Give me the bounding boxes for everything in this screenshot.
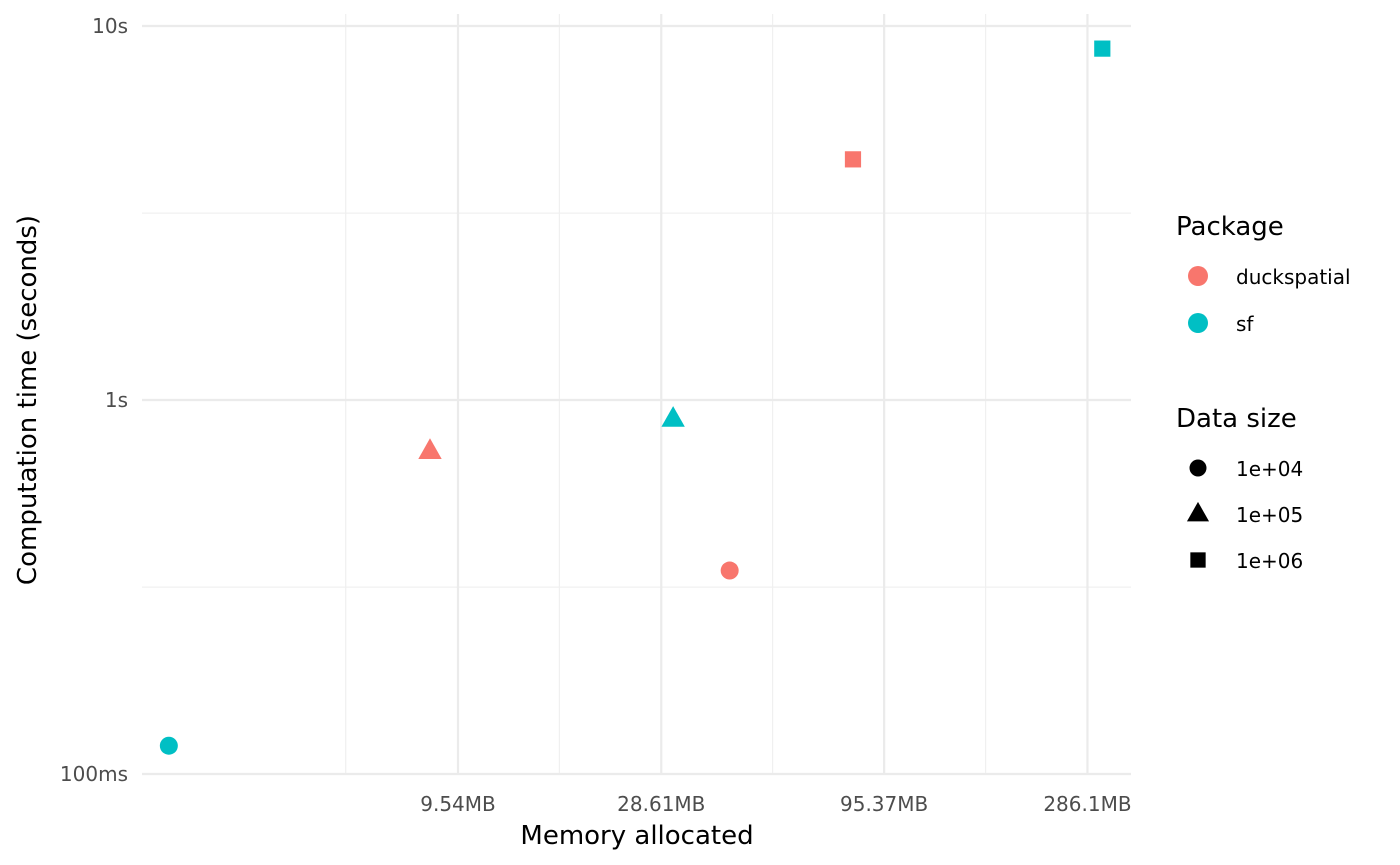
grid bbox=[142, 14, 1131, 776]
legend-color-items: duckspatial sf bbox=[1188, 265, 1351, 336]
y-tick-label: 1s bbox=[105, 388, 128, 412]
x-tick-label: 28.61MB bbox=[617, 792, 705, 816]
data-point-duckspatial-square bbox=[844, 151, 862, 168]
x-tick-label: 95.37MB bbox=[840, 792, 928, 816]
legend-label-circle: 1e+04 bbox=[1236, 457, 1303, 481]
data-point-sf-triangle bbox=[661, 406, 685, 427]
legend-key-sf bbox=[1188, 313, 1208, 333]
y-tick-label: 10s bbox=[92, 14, 128, 38]
x-axis-title: Memory allocated bbox=[520, 821, 753, 851]
y-axis-title: Computation time (seconds) bbox=[13, 215, 43, 585]
y-tick-label: 100ms bbox=[60, 762, 128, 786]
legend-label-triangle: 1e+05 bbox=[1236, 503, 1303, 527]
data-point-sf-square bbox=[1094, 40, 1111, 57]
x-tick-label: 9.54MB bbox=[420, 792, 496, 816]
legend-title-package: Package bbox=[1176, 212, 1284, 242]
legend-key-duckspatial bbox=[1188, 266, 1208, 286]
legend-label-square: 1e+06 bbox=[1236, 549, 1303, 573]
legend-title-data-size: Data size bbox=[1176, 404, 1297, 434]
tick-labels: 9.54MB 28.61MB 95.37MB 286.1MB 100ms 1s 10s bbox=[60, 14, 1132, 816]
data-point-sf-circle bbox=[159, 736, 178, 755]
data-point-duckspatial-triangle bbox=[418, 438, 442, 459]
legend-shape-items: 1e+04 1e+05 1e+06 bbox=[1186, 457, 1303, 573]
legend-label-duckspatial: duckspatial bbox=[1236, 265, 1351, 289]
legend-key-triangle bbox=[1186, 501, 1210, 522]
legend-label-sf: sf bbox=[1236, 312, 1254, 336]
data-point-duckspatial-circle bbox=[720, 561, 739, 580]
x-tick-label: 286.1MB bbox=[1043, 792, 1131, 816]
legend-key-square bbox=[1190, 552, 1206, 568]
legend-key-circle bbox=[1189, 459, 1207, 477]
data-points bbox=[159, 40, 1111, 755]
